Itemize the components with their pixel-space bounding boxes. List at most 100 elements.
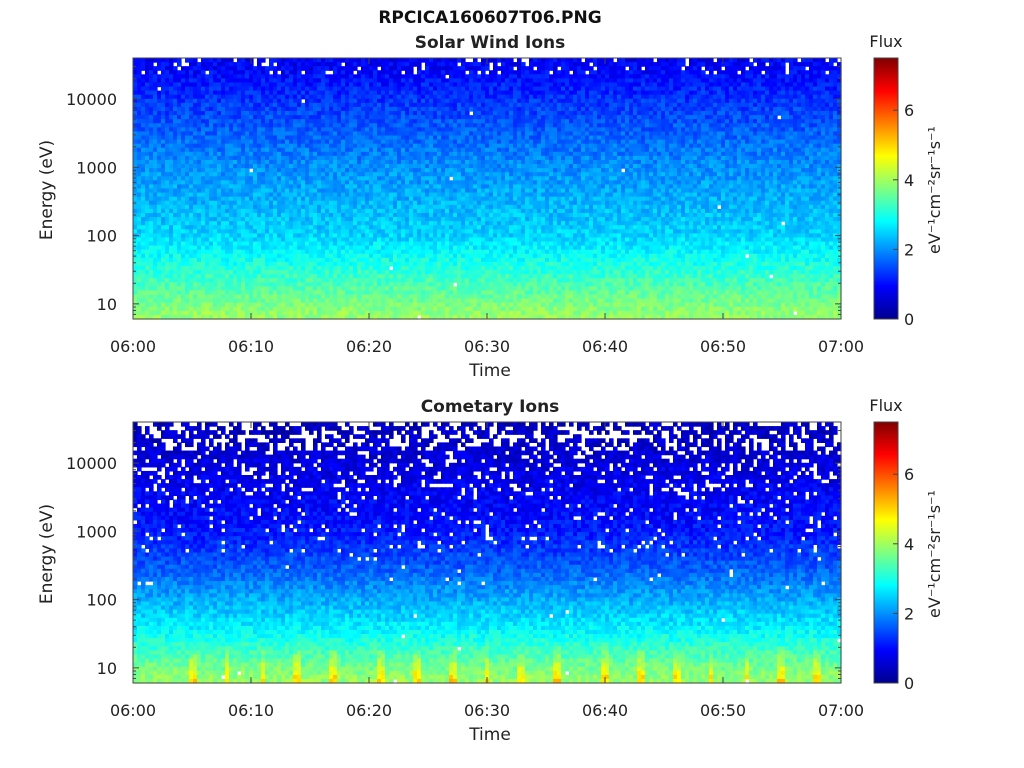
heatmap-cell	[237, 155, 242, 161]
heatmap-cell	[405, 94, 410, 100]
heatmap-cell	[405, 180, 410, 186]
heatmap-cell	[149, 265, 154, 271]
heatmap-cell	[409, 257, 414, 263]
heatmap-cell	[137, 168, 142, 173]
heatmap-cell	[349, 286, 354, 292]
heatmap-cell	[169, 290, 174, 296]
heatmap-cell	[145, 127, 150, 133]
heatmap-cell	[145, 184, 150, 190]
heatmap-cell	[337, 62, 342, 67]
heatmap-cell	[229, 164, 234, 169]
heatmap-cell	[189, 282, 194, 287]
heatmap-cell	[325, 217, 330, 222]
heatmap-cell	[197, 208, 202, 214]
heatmap-cell	[145, 98, 150, 104]
heatmap-cell	[181, 302, 186, 308]
heatmap-cell	[233, 139, 238, 145]
heatmap-cell	[177, 261, 182, 267]
heatmap-cell	[229, 208, 234, 214]
heatmap-cell	[285, 274, 290, 279]
heatmap-cell	[433, 135, 438, 141]
heatmap-cell	[137, 115, 142, 120]
heatmap-cell	[177, 274, 182, 279]
heatmap-cell	[221, 310, 226, 316]
heatmap-cell	[265, 135, 270, 141]
heatmap-cell	[265, 172, 270, 177]
heatmap-cell	[421, 229, 426, 234]
heatmap-cell	[285, 139, 290, 145]
heatmap-cell	[425, 249, 430, 255]
heatmap-cell	[161, 147, 166, 153]
heatmap-cell	[133, 131, 138, 137]
heatmap-cell	[137, 294, 142, 300]
heatmap-cell	[401, 310, 406, 316]
heatmap-cell	[381, 306, 386, 312]
heatmap-cell	[281, 106, 286, 112]
heatmap-cell	[361, 78, 366, 84]
heatmap-cell	[441, 139, 446, 145]
heatmap-cell	[285, 302, 290, 308]
heatmap-cell	[173, 225, 178, 230]
heatmap-cell	[401, 159, 406, 165]
heatmap-cell	[189, 221, 194, 226]
heatmap-cell	[341, 151, 346, 157]
heatmap-cell	[261, 115, 266, 120]
heatmap-cell	[133, 98, 138, 104]
heatmap-cell	[141, 155, 146, 161]
heatmap-cell	[213, 90, 218, 96]
heatmap-cell	[317, 62, 322, 67]
heatmap-cell	[241, 217, 246, 222]
heatmap-cell	[309, 115, 314, 120]
heatmap-cell	[301, 282, 306, 287]
heatmap-cell	[149, 306, 154, 312]
heatmap-cell	[317, 302, 322, 308]
heatmap-cell	[181, 310, 186, 316]
heatmap-cell	[153, 310, 158, 316]
heatmap-cell	[405, 131, 410, 137]
heatmap-cell	[337, 298, 342, 304]
heatmap-cell	[325, 233, 330, 239]
heatmap-cell	[281, 286, 286, 292]
heatmap-cell	[401, 208, 406, 214]
heatmap-cell	[165, 212, 170, 218]
heatmap-cell	[293, 314, 298, 320]
heatmap-cell	[141, 249, 146, 255]
heatmap-cell	[365, 208, 370, 214]
heatmap-cell	[229, 221, 234, 226]
heatmap-cell	[313, 82, 318, 88]
heatmap-cell	[381, 200, 386, 206]
heatmap-cell	[397, 139, 402, 145]
heatmap-cell	[373, 208, 378, 214]
heatmap-cell	[305, 143, 310, 149]
heatmap-cell	[237, 111, 242, 116]
heatmap-cell	[349, 196, 354, 202]
heatmap-cell	[253, 274, 258, 279]
heatmap-cell	[413, 298, 418, 304]
heatmap-cell	[229, 270, 234, 275]
heatmap-cell	[173, 78, 178, 84]
heatmap-cell	[165, 274, 170, 279]
heatmap-cell	[421, 257, 426, 263]
heatmap-cell	[437, 94, 442, 100]
heatmap-cell	[341, 86, 346, 92]
heatmap-cell	[157, 212, 162, 218]
heatmap-cell	[217, 82, 222, 88]
heatmap-cell	[141, 257, 146, 263]
heatmap-cell	[353, 294, 358, 300]
heatmap-cell	[225, 265, 230, 271]
heatmap-cell	[341, 212, 346, 218]
heatmap-cell	[381, 188, 386, 194]
heatmap-cell	[157, 314, 162, 320]
heatmap-cell	[405, 192, 410, 198]
heatmap-cell	[313, 212, 318, 218]
heatmap-cell	[233, 200, 238, 206]
heatmap-cell	[429, 204, 434, 210]
heatmap-cell	[369, 111, 374, 116]
heatmap-cell	[249, 180, 254, 186]
heatmap-cell	[373, 229, 378, 234]
heatmap-cell	[313, 98, 318, 104]
heatmap-cell	[245, 298, 250, 304]
heatmap-cell	[225, 155, 230, 161]
heatmap-cell	[261, 180, 266, 186]
heatmap-cell	[237, 135, 242, 141]
